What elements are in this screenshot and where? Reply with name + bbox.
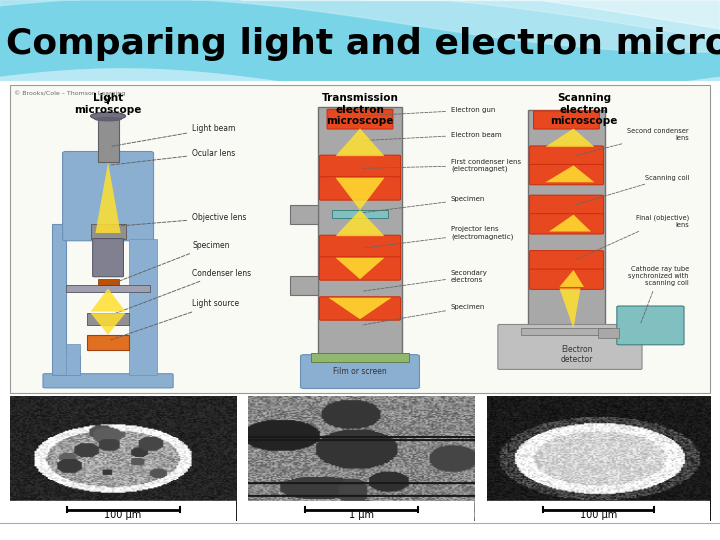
Text: First condenser lens
(electromagnet): First condenser lens (electromagnet) [363,159,521,172]
Bar [66,285,150,292]
Bar [521,328,612,335]
Polygon shape [549,214,591,232]
Polygon shape [91,313,125,335]
Text: Specimen: Specimen [111,241,230,285]
Polygon shape [336,210,384,236]
Bar [332,210,388,218]
Polygon shape [328,298,392,319]
FancyBboxPatch shape [320,235,400,259]
Text: Secondary
electrons: Secondary electrons [363,269,488,291]
Bar [97,279,119,285]
Polygon shape [546,129,595,147]
FancyBboxPatch shape [529,214,603,234]
FancyBboxPatch shape [498,325,642,369]
FancyBboxPatch shape [43,374,173,388]
FancyBboxPatch shape [529,146,603,166]
Polygon shape [559,288,580,328]
FancyBboxPatch shape [63,152,153,241]
Bar [66,344,80,375]
FancyBboxPatch shape [300,355,420,388]
Text: Electron
detector: Electron detector [561,345,593,364]
Text: Ocular lens: Ocular lens [111,148,235,165]
Bar [528,110,605,332]
FancyBboxPatch shape [529,164,603,185]
Bar [91,224,125,239]
Text: Final (objective)
lens: Final (objective) lens [576,214,689,260]
Text: Projector lens
(electromagnetic): Projector lens (electromagnetic) [363,226,513,248]
Polygon shape [96,162,121,233]
Bar [0,81,720,540]
FancyBboxPatch shape [534,111,599,129]
Bar [290,276,318,295]
Bar [10,85,710,393]
Text: Electron beam: Electron beam [363,132,502,140]
Bar [248,501,474,521]
Bar [97,119,119,162]
Text: Condenser lens: Condenser lens [111,268,251,315]
Polygon shape [559,270,584,287]
Polygon shape [91,288,125,312]
Text: Cathode ray tube
synchronized with
scanning coil: Cathode ray tube synchronized with scann… [629,266,689,323]
Text: Specimen: Specimen [363,304,485,325]
FancyBboxPatch shape [320,256,400,280]
Text: Light
microscope: Light microscope [74,93,142,114]
Text: 100 μm: 100 μm [580,510,617,520]
Polygon shape [546,165,595,183]
FancyBboxPatch shape [529,269,603,289]
Bar [598,328,619,338]
Text: Specimen: Specimen [363,196,485,213]
Text: © Brooks/Cole – Thomson Learning: © Brooks/Cole – Thomson Learning [14,90,125,96]
Text: Scanning coil: Scanning coil [576,174,689,205]
Bar [87,313,129,326]
FancyBboxPatch shape [320,155,400,179]
FancyBboxPatch shape [320,177,400,200]
Ellipse shape [91,112,125,120]
FancyBboxPatch shape [320,297,400,320]
Text: Objective lens: Objective lens [111,213,246,227]
Bar [318,107,402,362]
FancyBboxPatch shape [529,251,603,271]
FancyBboxPatch shape [529,195,603,215]
Text: Comparing light and electron microscopy: Comparing light and electron microscopy [6,26,720,60]
Bar [311,353,409,362]
Text: Film or screen: Film or screen [333,367,387,376]
Ellipse shape [94,117,122,122]
Text: Light beam: Light beam [111,124,235,146]
Bar [129,239,157,375]
Bar [290,205,318,224]
Polygon shape [336,129,384,156]
Text: Electron gun: Electron gun [363,107,495,116]
Bar [487,501,710,521]
Polygon shape [336,178,384,210]
Text: Light source: Light source [111,299,239,340]
Polygon shape [336,258,384,279]
Bar [10,501,236,521]
Text: 100 μm: 100 μm [104,510,142,520]
FancyBboxPatch shape [93,239,123,277]
Text: 1 μm: 1 μm [349,510,374,520]
Text: Scanning
electron
microscope: Scanning electron microscope [550,93,618,126]
FancyBboxPatch shape [327,109,393,129]
Bar [87,335,129,350]
Text: Transmission
electron
microscope: Transmission electron microscope [322,93,398,126]
Text: Second condenser
lens: Second condenser lens [576,128,689,156]
Polygon shape [52,224,80,375]
FancyBboxPatch shape [617,306,684,345]
